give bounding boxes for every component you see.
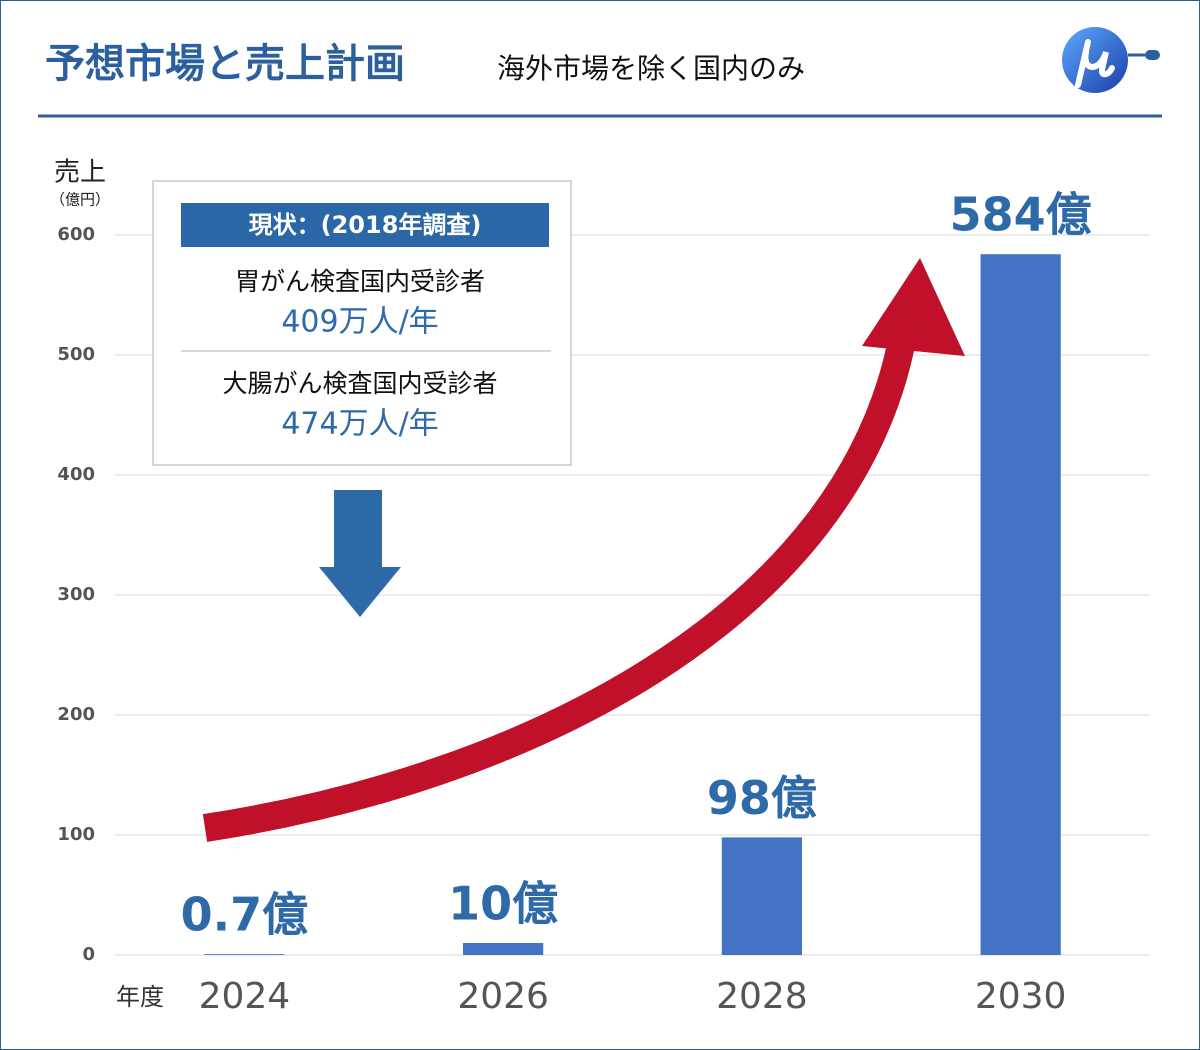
annotation-value: 474万人/年	[281, 407, 438, 442]
bar	[980, 254, 1061, 955]
x-tick-label: 2026	[457, 976, 549, 1017]
annotation-label: 胃がん検査国内受診者	[235, 267, 485, 296]
grid: 0 100 200 300 400 500 600	[57, 224, 1150, 965]
bars: 2024 0.7億 2026 10億 2028 98億 2030 584億	[181, 188, 1092, 1017]
x-axis-label: 年度	[116, 983, 164, 1011]
value-label: 584億	[950, 188, 1092, 242]
y-tick-label: 100	[57, 824, 95, 845]
growth-arrow	[202, 258, 965, 842]
logo	[1062, 27, 1160, 93]
y-tick-label: 300	[57, 584, 95, 605]
bar	[721, 837, 802, 955]
value-label: 0.7億	[181, 888, 309, 942]
y-tick-label: 400	[57, 464, 95, 485]
chart-subtitle: 海外市場を除く国内のみ	[497, 52, 805, 85]
y-tick-label: 600	[57, 224, 95, 245]
bar	[463, 943, 544, 955]
value-label: 98億	[707, 771, 817, 825]
chart-title: 予想市場と売上計画	[45, 41, 405, 87]
x-tick-label: 2024	[199, 976, 291, 1017]
y-axis-label: 売上	[54, 158, 106, 188]
y-axis-unit: （億円）	[50, 191, 110, 209]
x-tick-label: 2028	[716, 976, 808, 1017]
y-tick-label: 0	[82, 944, 95, 965]
annotation-label: 大腸がん検査国内受診者	[222, 369, 497, 398]
y-tick-label: 200	[57, 704, 95, 725]
bar	[204, 954, 285, 955]
x-tick-label: 2030	[975, 976, 1067, 1017]
down-arrow	[319, 490, 401, 617]
value-label: 10億	[448, 877, 558, 931]
y-tick-label: 500	[57, 344, 95, 365]
annotation-value: 409万人/年	[281, 305, 438, 340]
annotation-header: 現状：(2018年調査)	[249, 211, 482, 239]
annotation-box: 現状：(2018年調査) 胃がん検査国内受診者 409万人/年 大腸がん検査国内…	[152, 180, 572, 466]
